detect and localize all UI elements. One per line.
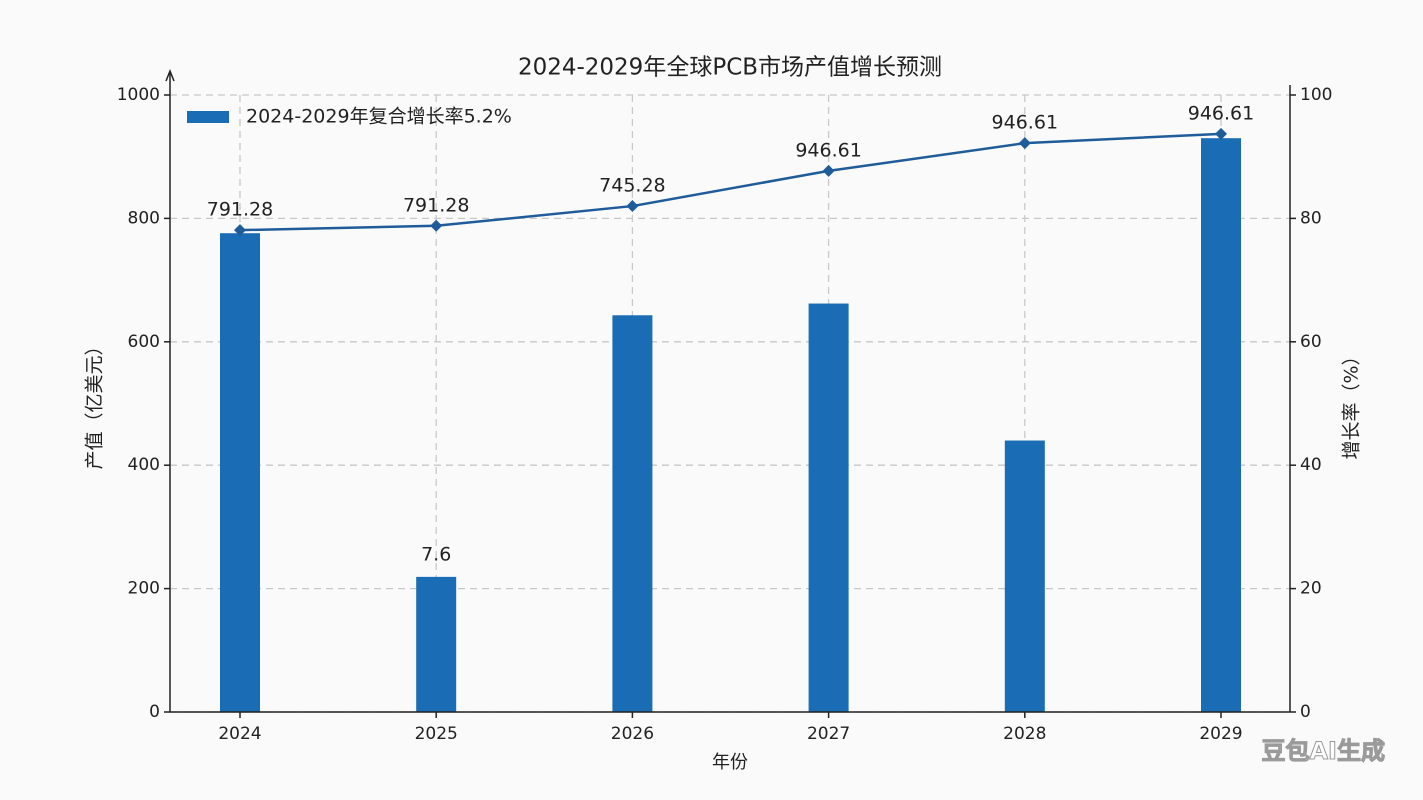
y2-tick-label: 40 bbox=[1300, 455, 1322, 475]
bar bbox=[808, 303, 849, 712]
x-tick-label: 2024 bbox=[218, 724, 261, 744]
annotation: 7.6 bbox=[421, 543, 451, 565]
point-label: 946.61 bbox=[992, 112, 1058, 134]
bar bbox=[1004, 440, 1045, 712]
y-axis-label: 产值（亿美元） bbox=[84, 336, 106, 469]
marker bbox=[1215, 127, 1227, 140]
x-tick-label: 2027 bbox=[807, 724, 850, 744]
point-label: 946.61 bbox=[795, 139, 861, 161]
y2-tick-label: 80 bbox=[1300, 208, 1322, 228]
y2-tick-label: 20 bbox=[1300, 579, 1322, 599]
chart-title: 2024-2029年全球PCB市场产值增长预测 bbox=[518, 55, 942, 81]
y2-tick-label: 0 bbox=[1300, 702, 1311, 722]
watermark: 豆包AI生成 bbox=[1261, 737, 1385, 765]
bar bbox=[1201, 138, 1241, 712]
x-axis-label: 年份 bbox=[712, 752, 748, 773]
y2-axis-label: 增长率（%） bbox=[1341, 346, 1363, 459]
x-tick-label: 2029 bbox=[1199, 724, 1242, 744]
point-label: 791.28 bbox=[403, 194, 469, 216]
marker bbox=[234, 224, 246, 237]
x-tick-label: 2026 bbox=[611, 724, 654, 744]
marker bbox=[430, 219, 443, 232]
legend-label: 2024-2029年复合增长率5.2% bbox=[246, 106, 512, 128]
marker bbox=[1018, 137, 1031, 150]
y-tick-label: 600 bbox=[128, 332, 160, 352]
marker bbox=[822, 164, 835, 177]
marker bbox=[626, 200, 639, 213]
bar bbox=[416, 576, 457, 712]
line bbox=[239, 132, 1222, 232]
point-label: 791.28 bbox=[207, 199, 273, 221]
y-tick-label: 200 bbox=[128, 579, 160, 599]
point-label: 946.61 bbox=[1188, 102, 1254, 124]
y-tick-label: 0 bbox=[149, 702, 160, 722]
bar bbox=[220, 233, 260, 712]
x-tick-label: 2025 bbox=[415, 724, 458, 744]
bar bbox=[612, 315, 653, 712]
y-tick-label: 800 bbox=[128, 208, 160, 228]
y-axis-arrow bbox=[165, 68, 175, 82]
legend-swatch bbox=[187, 111, 229, 123]
y2-tick-label: 100 bbox=[1300, 85, 1332, 105]
point-label: 745.28 bbox=[599, 175, 665, 197]
y2-tick-label: 60 bbox=[1300, 332, 1322, 352]
y-tick-label: 1000 bbox=[117, 85, 160, 105]
x-tick-label: 2028 bbox=[1003, 724, 1046, 744]
y-tick-label: 400 bbox=[128, 455, 160, 475]
